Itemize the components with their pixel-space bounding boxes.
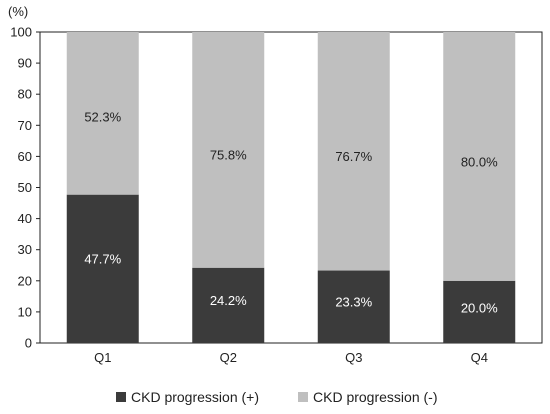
bars-group: 47.7% 52.3% 24.2% 75.8% 23.3% 76.7% 20.0% 80.0% (66, 32, 516, 343)
x-tick-label: Q2 (220, 350, 237, 365)
y-tick-label: 30 (18, 242, 32, 257)
legend-label: CKD progression (-) (313, 389, 437, 405)
y-tick-label: 70 (18, 118, 32, 133)
x-tick-label: Q1 (94, 350, 111, 365)
bar-segment-q3-series-1 (317, 32, 390, 271)
y-tick-label: 50 (18, 180, 32, 195)
x-axis: Q1 Q2 Q3 Q4 (94, 350, 488, 365)
y-tick-label: 10 (18, 304, 32, 319)
data-label: 52.3% (84, 110, 121, 125)
y-axis-unit-label: (%) (8, 4, 28, 19)
bar-segment-q4-series-1 (443, 32, 516, 281)
bar-segment-q2-series-0 (192, 267, 265, 343)
data-label: 80.0% (461, 154, 498, 169)
legend-swatch (116, 392, 126, 402)
bar-segment-q1-series-1 (66, 32, 139, 195)
y-axis: 0 10 20 30 40 50 60 70 80 90 100 (10, 25, 40, 351)
y-tick-label: 80 (18, 87, 32, 102)
x-tick-label: Q3 (345, 350, 362, 365)
x-tick-label: Q4 (471, 350, 488, 365)
data-label: 23.3% (335, 295, 372, 310)
y-tick-label: 0 (25, 336, 32, 351)
data-label: 75.8% (210, 148, 247, 163)
y-tick-label: 20 (18, 273, 32, 288)
data-label: 76.7% (335, 149, 372, 164)
bar-segment-q2-series-1 (192, 32, 265, 268)
data-label: 47.7% (84, 251, 121, 266)
data-label: 20.0% (461, 301, 498, 316)
bar-segment-q3-series-0 (317, 270, 390, 343)
legend: CKD progression (+) CKD progression (-) (116, 389, 437, 405)
data-label: 24.2% (210, 293, 247, 308)
bar-segment-q4-series-0 (443, 280, 516, 343)
legend-swatch (298, 392, 308, 402)
legend-label: CKD progression (+) (131, 389, 259, 405)
y-tick-label: 90 (18, 56, 32, 71)
y-tick-label: 60 (18, 149, 32, 164)
y-tick-label: 40 (18, 211, 32, 226)
bar-segment-q1-series-0 (66, 194, 139, 343)
y-tick-label: 100 (10, 25, 32, 40)
